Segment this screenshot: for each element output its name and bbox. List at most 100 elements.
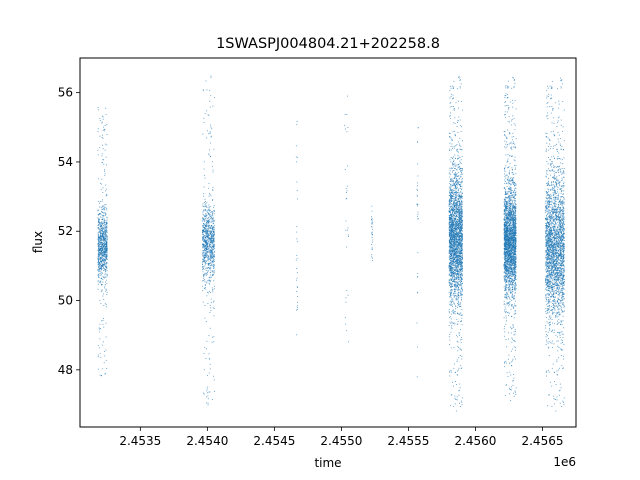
data-point: [459, 197, 461, 199]
data-point: [99, 206, 100, 208]
data-point: [208, 222, 210, 224]
data-point: [458, 258, 460, 260]
data-point: [101, 260, 102, 262]
data-point: [455, 214, 457, 216]
data-point: [450, 250, 451, 252]
data-point: [460, 215, 462, 217]
data-point: [449, 225, 451, 227]
data-point: [209, 247, 210, 249]
data-point: [455, 260, 457, 262]
data-point: [213, 336, 215, 338]
data-point: [212, 307, 214, 309]
data-point: [513, 80, 515, 81]
data-point: [106, 133, 108, 135]
data-point: [205, 80, 207, 82]
data-point: [101, 265, 103, 266]
data-point: [371, 248, 373, 250]
data-point: [97, 224, 99, 226]
data-point: [202, 261, 203, 263]
data-point: [459, 266, 461, 268]
data-point: [449, 150, 450, 152]
data-point: [101, 242, 103, 244]
data-point: [454, 183, 456, 185]
data-point: [206, 282, 208, 284]
data-point: [100, 235, 102, 237]
data-point: [449, 375, 451, 377]
data-point: [460, 266, 462, 268]
data-point: [449, 191, 451, 193]
data-point: [102, 245, 104, 247]
data-point: [104, 284, 106, 286]
data-point: [450, 149, 452, 151]
data-point: [512, 102, 514, 104]
data-point: [452, 300, 454, 302]
data-point: [213, 241, 215, 242]
data-point: [505, 311, 507, 313]
data-point: [103, 237, 104, 239]
data-point: [452, 198, 453, 200]
data-point: [455, 265, 457, 267]
data-point: [98, 263, 100, 264]
data-point: [99, 299, 101, 301]
data-point: [451, 220, 453, 222]
data-point: [507, 287, 509, 289]
data-point: [453, 240, 455, 242]
data-point: [457, 192, 459, 194]
data-point: [204, 113, 206, 114]
data-point: [454, 284, 456, 286]
data-point: [346, 131, 348, 133]
data-point: [454, 196, 456, 198]
data-point: [450, 331, 452, 333]
data-point: [457, 249, 459, 251]
data-point: [103, 245, 105, 247]
data-point: [205, 270, 207, 271]
data-point: [459, 262, 461, 264]
data-point: [454, 403, 456, 405]
data-point: [514, 241, 516, 243]
data-point: [212, 206, 214, 208]
data-point: [450, 253, 452, 255]
data-point: [452, 97, 454, 99]
data-point: [372, 231, 373, 233]
data-point: [459, 304, 461, 305]
data-point: [504, 238, 506, 240]
data-point: [461, 170, 463, 172]
data-point: [100, 182, 102, 184]
data-point: [210, 246, 211, 248]
data-point: [106, 245, 107, 247]
data-point: [105, 260, 107, 262]
data-point: [102, 215, 104, 217]
data-point: [453, 211, 455, 213]
data-point: [459, 270, 461, 272]
data-point: [206, 219, 208, 221]
data-point: [454, 273, 456, 275]
data-point: [453, 260, 455, 262]
data-point: [102, 243, 104, 245]
data-point: [203, 209, 205, 211]
data-point: [102, 276, 104, 278]
data-point: [453, 236, 454, 238]
data-point: [451, 237, 453, 238]
data-point: [509, 225, 511, 227]
data-point: [503, 204, 505, 206]
data-point: [455, 188, 457, 190]
data-point: [97, 200, 99, 202]
data-point: [101, 227, 103, 229]
data-point: [100, 227, 102, 229]
data-point: [105, 252, 107, 254]
data-point: [514, 292, 516, 293]
data-point: [105, 241, 107, 243]
data-point: [106, 249, 108, 251]
data-point: [346, 190, 348, 192]
data-point: [98, 269, 100, 271]
data-point: [209, 216, 211, 218]
data-point: [211, 128, 213, 130]
data-point: [448, 230, 450, 232]
data-point: [204, 239, 205, 241]
data-point: [459, 269, 461, 270]
data-point: [457, 304, 459, 306]
data-point: [450, 215, 452, 217]
data-point: [103, 351, 105, 352]
data-point: [451, 279, 453, 281]
data-point: [451, 244, 453, 246]
